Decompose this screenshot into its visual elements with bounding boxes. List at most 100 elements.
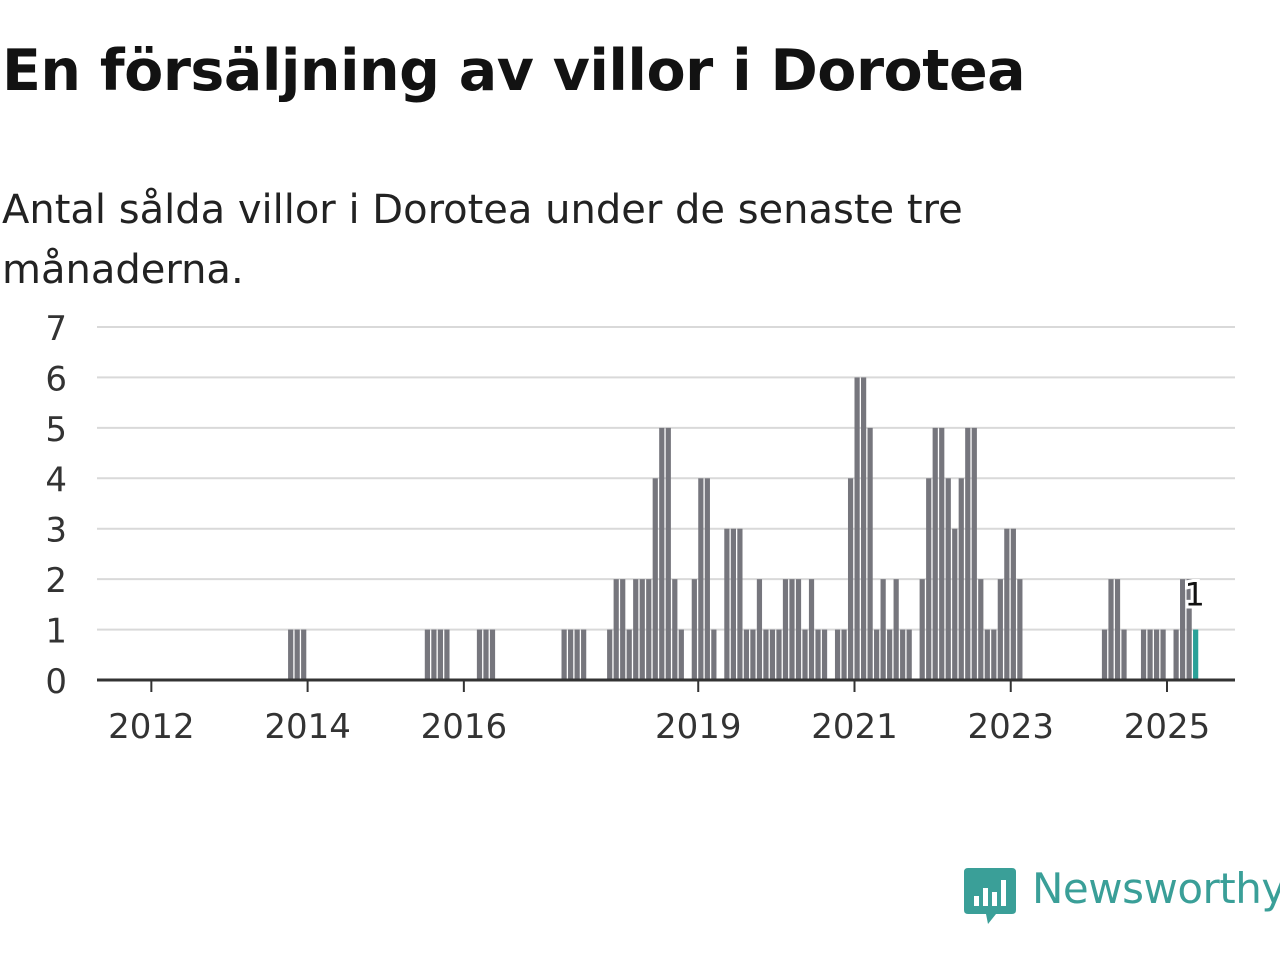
y-tick-label: 3 [45, 511, 67, 551]
bar-2020-04 [795, 579, 802, 680]
bar-2022-12 [1004, 528, 1010, 680]
bar-2021-01 [854, 377, 860, 680]
bar-2019-09 [750, 629, 756, 680]
bar-2021-08 [900, 629, 906, 680]
bar-2017-12 [613, 579, 619, 680]
bar-2019-01 [698, 478, 704, 680]
bar-2025-02 [1173, 629, 1179, 680]
bar-2022-05 [958, 478, 964, 680]
bar-2022-09 [984, 629, 990, 680]
y-axis-ticks: 0 1 2 3 4 5 6 7 [45, 309, 67, 702]
x-tick-label: 2021 [811, 707, 898, 747]
bar-2022-02 [939, 427, 945, 680]
bar-2024-04 [1108, 579, 1114, 680]
y-tick-label: 6 [45, 359, 67, 399]
bar-2018-12 [691, 579, 697, 680]
brand-name: Newsworthy [1032, 864, 1280, 913]
bar-2024-09 [1140, 629, 1147, 680]
bar-2018-05 [646, 579, 652, 680]
bar-2020-12 [847, 478, 854, 680]
bar-2020-11 [841, 629, 847, 680]
bar-2019-06 [730, 528, 736, 680]
bars [288, 377, 1199, 680]
bar-2018-10 [678, 629, 684, 680]
bar-2015-10 [444, 629, 450, 680]
bar-2022-01 [932, 427, 938, 680]
x-tick-label: 2023 [967, 707, 1054, 747]
newsworthy-logo: Newsworthy [964, 864, 1280, 930]
bar-2021-06 [887, 629, 893, 680]
bar-2016-04 [483, 629, 489, 680]
bar-2021-07 [893, 579, 899, 680]
bar-2020-05 [802, 629, 808, 680]
bar-2020-06 [808, 579, 815, 680]
x-tick-label: 2016 [421, 707, 508, 747]
bar-2019-03 [711, 629, 717, 680]
y-tick-label: 5 [45, 410, 67, 450]
bar-2022-07 [971, 427, 977, 680]
bar-2019-12 [769, 629, 776, 680]
bar-2021-09 [906, 629, 912, 680]
bar-2015-09 [437, 629, 444, 680]
bar-2024-05 [1114, 579, 1121, 680]
bar-2022-03 [945, 478, 951, 680]
bar-2020-10 [834, 629, 841, 680]
bar-2021-02 [861, 377, 867, 680]
bar-2017-07 [581, 629, 587, 680]
bar-2022-08 [978, 579, 984, 680]
bar-2021-03 [867, 427, 873, 680]
bar-2023-01 [1010, 528, 1016, 680]
bar-2019-08 [743, 629, 750, 680]
bar-2018-01 [620, 579, 626, 680]
bar-2025-05 [1193, 629, 1199, 680]
bar-2022-06 [965, 427, 971, 680]
bar-2019-02 [704, 478, 710, 680]
x-axis-ticks: 2012 2014 2016 2019 2021 2023 2025 [108, 680, 1210, 747]
bar-2020-01 [776, 629, 782, 680]
bar-2019-11 [763, 629, 769, 680]
bar-2015-07 [424, 629, 431, 680]
newsworthy-logo-icon [964, 868, 1016, 924]
chart-subtitle: Antal sålda villor i Dorotea under de se… [2, 187, 963, 293]
y-tick-label: 2 [45, 561, 67, 601]
bar-2017-11 [607, 629, 613, 680]
x-tick-label: 2014 [264, 707, 351, 747]
bar-2022-10 [991, 629, 997, 680]
bar-2018-09 [672, 579, 678, 680]
chart-title: En försäljning av villor i Dorotea [2, 38, 1026, 104]
x-tick-label: 2019 [655, 707, 742, 747]
bar-2024-11 [1153, 629, 1160, 680]
bar-2024-10 [1147, 629, 1153, 680]
bar-2018-02 [626, 629, 632, 680]
bar-2018-04 [639, 579, 645, 680]
y-tick-label: 1 [45, 612, 67, 652]
bar-2021-05 [880, 579, 886, 680]
bar-2016-03 [476, 629, 483, 680]
bar-2018-08 [665, 427, 671, 680]
bar-2021-04 [874, 629, 880, 680]
bar-2019-07 [737, 528, 743, 680]
bar-2018-07 [659, 427, 665, 680]
bar-2017-05 [568, 629, 574, 680]
bar-chart: 0 1 2 3 4 5 6 7 2012 2014 2016 2019 2021 2023 2025 1 [45, 309, 1235, 747]
bar-2018-03 [633, 579, 639, 680]
y-tick-label: 7 [45, 309, 67, 349]
bar-2019-10 [756, 579, 763, 680]
bar-2023-02 [1017, 579, 1023, 680]
bar-2013-12 [301, 629, 307, 680]
bar-2022-04 [952, 528, 958, 680]
bar-2021-11 [919, 579, 925, 680]
bar-2017-04 [561, 629, 567, 680]
x-tick-label: 2012 [108, 707, 195, 747]
annotations: 1 [1181, 573, 1207, 617]
y-tick-label: 0 [45, 662, 67, 702]
bar-2013-11 [294, 629, 300, 680]
bar-2015-08 [431, 629, 437, 680]
bar-2021-12 [926, 478, 932, 680]
bar-2020-02 [782, 579, 789, 680]
bar-2016-05 [489, 629, 496, 680]
bar-2024-03 [1101, 629, 1108, 680]
x-tick-label: 2025 [1124, 707, 1211, 747]
latest-value-label: 1 [1184, 576, 1204, 614]
bar-2017-06 [574, 629, 580, 680]
